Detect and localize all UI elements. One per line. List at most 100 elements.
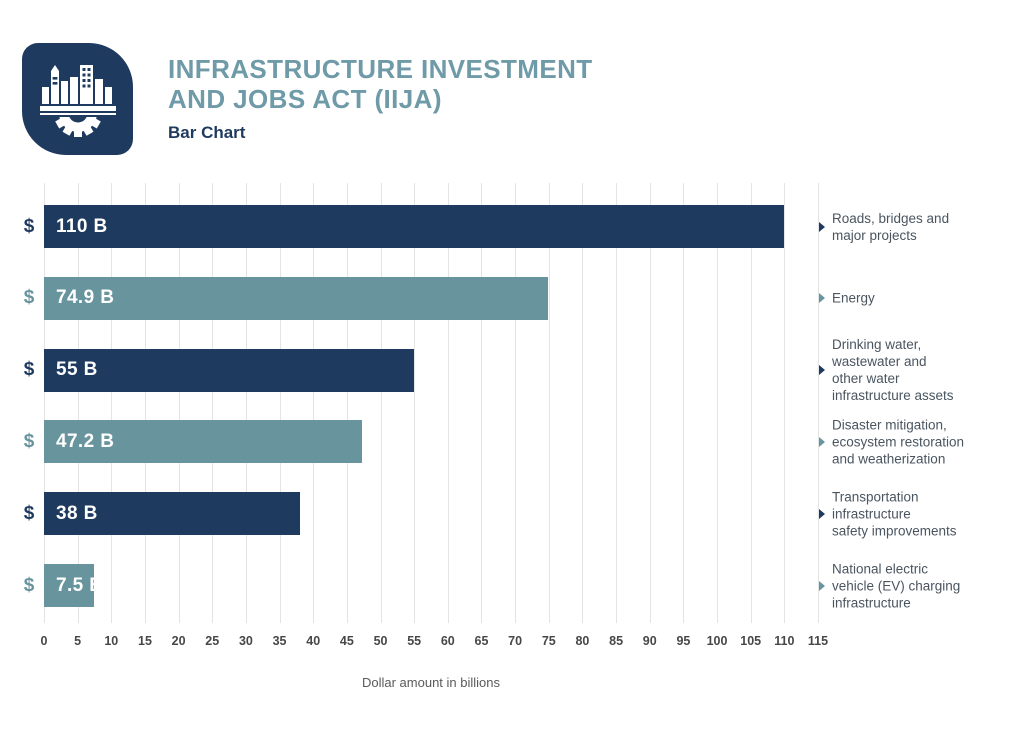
category-label: National electric vehicle (EV) charging in…: [832, 560, 1018, 611]
x-axis-tick-label: 100: [706, 634, 728, 648]
bar-value-label: 74.9 B: [56, 287, 115, 309]
category-label: Energy: [832, 290, 1018, 307]
category-label-line: Roads, bridges and: [832, 210, 950, 226]
gridline: [515, 183, 517, 623]
x-axis-tick-label: 105: [740, 634, 762, 648]
x-axis-tick-label: 60: [440, 634, 455, 648]
x-axis-tick-label: 30: [238, 634, 253, 648]
gridline: [178, 183, 180, 623]
x-axis-tick-label: 15: [138, 634, 152, 648]
bar: 38 B: [44, 492, 300, 536]
bar: 47.2 B: [44, 420, 362, 464]
currency-symbol: $: [23, 430, 35, 452]
category-arrow-icon: [819, 293, 825, 304]
gridline: [77, 183, 79, 623]
category-arrow-icon: [819, 221, 825, 232]
x-axis-tick-label: 5: [74, 634, 82, 648]
bar: 74.9 B: [44, 276, 549, 320]
category-label-line: Disaster mitigation,: [832, 417, 947, 433]
category-label-line: and weatherization: [832, 451, 946, 467]
category-label-line: Drinking water,: [832, 337, 922, 353]
x-axis-tick-label: 35: [272, 634, 287, 648]
x-axis-tick-label: 0: [40, 634, 48, 648]
gridline: [481, 183, 483, 623]
category-label-line: other water: [832, 371, 900, 387]
category-label-line: National electric: [832, 561, 929, 576]
category-label: Drinking water, wastewater and other water…: [832, 336, 1018, 404]
bar: 55 B: [44, 348, 415, 392]
bar-value-label: 47.2 B: [56, 430, 115, 452]
x-axis-tick-label: 20: [171, 634, 186, 648]
gridline: [548, 183, 550, 623]
category-label: Roads, bridges and major projects: [832, 210, 1018, 244]
category-label-line: wastewater and: [832, 354, 927, 370]
x-axis-tick-label: 75: [541, 634, 556, 648]
gridline: [818, 183, 819, 623]
category-arrow-icon: [819, 508, 825, 519]
gridline: [784, 183, 786, 623]
header: INFRASTRUCTURE INVESTMENT AND JOBS ACT (…: [168, 54, 593, 143]
x-axis-tick-label: 55: [407, 634, 422, 648]
gridline: [683, 183, 685, 623]
x-axis-tick-label: 25: [205, 634, 220, 648]
gridline: [279, 183, 281, 623]
x-axis-tick-label: 110: [774, 634, 795, 648]
x-axis-tick-label: 45: [339, 634, 354, 648]
category-label-line: infrastructure: [832, 595, 911, 610]
gridline: [313, 183, 315, 623]
category-label-line: safety improvements: [832, 523, 957, 539]
x-axis-tick-label: 80: [575, 634, 590, 648]
category-arrow-icon: [819, 580, 825, 591]
x-axis-title: Dollar amount in billions: [361, 675, 500, 690]
page-subtitle: Bar Chart: [168, 123, 246, 142]
gridline: [616, 183, 618, 623]
x-axis-tick-label: 65: [474, 634, 489, 648]
currency-symbol: $: [23, 574, 35, 596]
category-arrow-icon: [819, 436, 825, 447]
x-axis-tick-label: 90: [642, 634, 657, 648]
currency-symbol: $: [23, 287, 35, 309]
x-axis-tick-label: 85: [609, 634, 624, 648]
page-title-line-1: INFRASTRUCTURE INVESTMENT: [168, 54, 593, 84]
x-axis-tick-label: 70: [508, 634, 523, 648]
app-logo: [22, 43, 133, 155]
gridline: [717, 183, 719, 623]
x-axis-tick-label: 115: [807, 634, 829, 648]
page-title-line-2: AND JOBS ACT (IIJA): [168, 84, 442, 114]
gridline: [750, 183, 752, 623]
x-axis-tick-label: 50: [373, 634, 388, 648]
category-arrow-icon: [819, 365, 825, 376]
bar: 7.5 B: [44, 564, 103, 607]
gridline: [649, 183, 651, 623]
gridline: [111, 183, 113, 623]
gridline: [582, 183, 584, 623]
category-label: Disaster mitigation, ecosystem restoratio…: [832, 416, 1018, 467]
gridline: [346, 183, 348, 623]
category-label: Transportation infrastructure safety impro…: [832, 488, 1018, 539]
bar-value-label: 38 B: [56, 502, 98, 524]
gridline: [44, 183, 45, 623]
category-label-line: infrastructure: [832, 506, 911, 522]
category-label-line: ecosystem restoration: [832, 434, 965, 450]
category-label-line: infrastructure assets: [832, 388, 954, 404]
category-label-line: major projects: [832, 227, 917, 243]
x-axis-tick-label: 95: [676, 634, 691, 648]
bar-value-label: 55 B: [56, 359, 98, 381]
bar-value-label: 110 B: [56, 215, 108, 237]
x-axis-tick-label: 40: [306, 634, 321, 648]
currency-symbol: $: [23, 359, 35, 381]
gridline: [447, 183, 449, 623]
category-label-line: Energy: [832, 290, 875, 306]
gridline: [144, 183, 146, 623]
city-buildings-gear-icon: [39, 65, 116, 137]
bar-value-label: 7.5 B: [56, 574, 104, 596]
gridline: [245, 183, 247, 623]
x-axis-tick-label: 10: [104, 634, 119, 648]
category-label-line: vehicle (EV) charging: [832, 578, 961, 593]
page-title: INFRASTRUCTURE INVESTMENT AND JOBS ACT (…: [168, 54, 593, 114]
gridline: [414, 183, 416, 623]
bar: 110 B: [44, 205, 785, 248]
currency-symbol: $: [23, 215, 35, 237]
